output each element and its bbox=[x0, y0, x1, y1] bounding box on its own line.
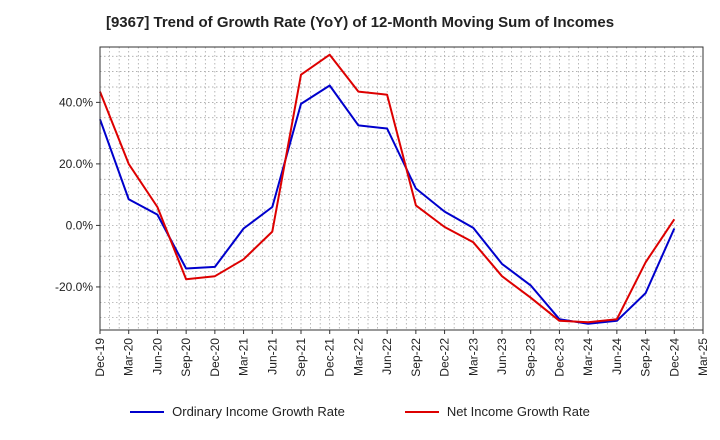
legend-swatch-ordinary bbox=[130, 410, 165, 413]
x-tick-label: Mar-21 bbox=[237, 338, 251, 376]
legend-item-net: Net Income Growth Rate bbox=[404, 404, 590, 419]
y-tick-label: -20.0% bbox=[55, 280, 93, 294]
x-tick-label: Sep-24 bbox=[639, 338, 653, 377]
plot-area-border bbox=[99, 46, 704, 331]
x-tick-label: Jun-24 bbox=[610, 338, 624, 375]
chart-title: [9367] Trend of Growth Rate (YoY) of 12-… bbox=[105, 14, 615, 31]
y-tick-label: 40.0% bbox=[59, 95, 93, 109]
x-tick-label: Dec-20 bbox=[208, 338, 222, 377]
legend: Ordinary Income Growth Rate Net Income G… bbox=[0, 404, 720, 419]
grid bbox=[99, 47, 703, 330]
x-tick-label: Mar-23 bbox=[466, 338, 480, 376]
legend-label-net: Net Income Growth Rate bbox=[446, 404, 590, 419]
x-tick-label: Dec-24 bbox=[667, 338, 681, 377]
series-line-net-income bbox=[99, 53, 676, 324]
axis-ticks: 40.0% 20.0% 0.0% -20.0% Dec-19 Mar-20 Jun-20 Se… bbox=[55, 95, 710, 376]
x-tick-label: Sep-23 bbox=[524, 338, 538, 377]
y-tick-label: 20.0% bbox=[59, 157, 93, 171]
x-tick-label: Jun-20 bbox=[150, 338, 164, 375]
x-tick-label: Sep-22 bbox=[409, 338, 423, 377]
x-tick-label: Dec-22 bbox=[438, 338, 452, 377]
x-tick-label: Dec-21 bbox=[323, 338, 337, 377]
x-tick-label: Sep-21 bbox=[294, 338, 308, 377]
x-tick-label: Dec-19 bbox=[93, 338, 107, 377]
y-tick-label: 0.0% bbox=[66, 218, 94, 232]
x-tick-label: Mar-24 bbox=[581, 338, 595, 376]
x-tick-label: Dec-23 bbox=[552, 338, 566, 377]
x-tick-label: Jun-21 bbox=[265, 338, 279, 375]
x-tick-label: Sep-20 bbox=[179, 338, 193, 377]
legend-swatch-net bbox=[404, 410, 439, 413]
x-tick-label: Jun-22 bbox=[380, 338, 394, 375]
legend-item-ordinary: Ordinary Income Growth Rate bbox=[130, 404, 345, 419]
legend-label-ordinary: Ordinary Income Growth Rate bbox=[172, 404, 345, 419]
x-tick-label: Mar-25 bbox=[696, 338, 710, 376]
x-tick-label: Jun-23 bbox=[495, 338, 509, 375]
x-tick-label: Mar-22 bbox=[351, 338, 365, 376]
x-tick-label: Mar-20 bbox=[122, 338, 136, 376]
series-lines bbox=[99, 53, 676, 325]
